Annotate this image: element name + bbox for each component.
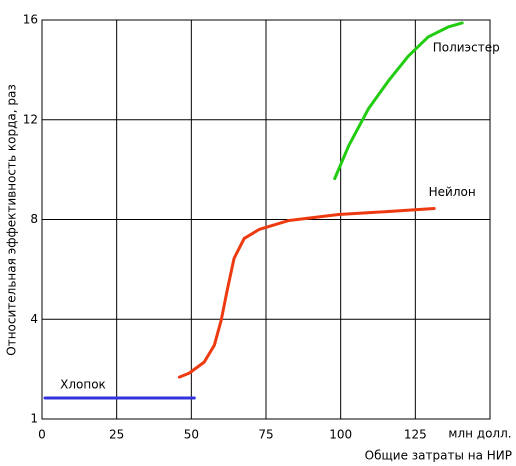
x-tick-label: 25 (109, 428, 124, 442)
y-tick-label: 12 (23, 112, 38, 126)
y-tick-label: 16 (23, 13, 38, 27)
series-label: Нейлон (429, 185, 476, 199)
y-tick-label: 4 (30, 312, 38, 326)
series-label: Хлопок (60, 378, 106, 392)
y-axis-label: Относительная эффективность корда, раз (5, 84, 19, 355)
series-line (177, 207, 436, 379)
x-tick-label: 100 (329, 428, 352, 442)
series-label: Полиэстер (433, 40, 500, 54)
x-axis-label: Общие затраты на НИР (365, 449, 512, 463)
x-tick-label: 75 (258, 428, 273, 442)
x-tick-label: 50 (184, 428, 199, 442)
x-tick-label: 125 (404, 428, 427, 442)
x-tick-label: 0 (38, 428, 46, 442)
y-tick-label: 1 (30, 412, 38, 426)
series-line (333, 21, 464, 181)
y-tick-label: 8 (30, 212, 38, 226)
x-unit-label: млн долл. (448, 427, 511, 441)
